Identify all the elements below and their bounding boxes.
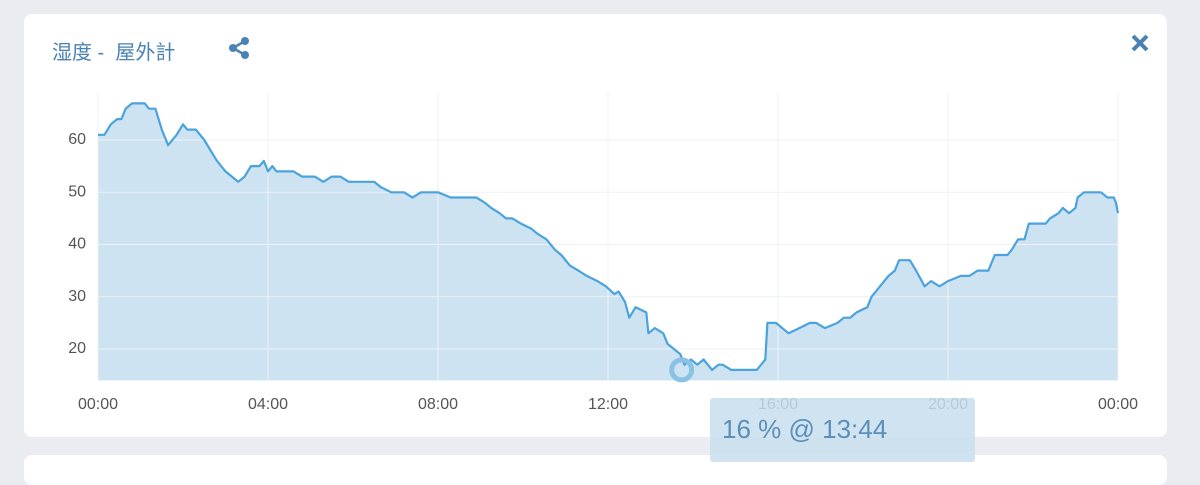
card-title: 湿度 - 屋外計 [52, 42, 176, 64]
close-button[interactable] [1130, 33, 1150, 53]
x-tick-label: 08:00 [418, 396, 458, 413]
y-tick-label: 60 [68, 131, 86, 148]
hover-marker [669, 357, 695, 383]
chart: 203040506000:0004:0008:0012:0016:0020:00… [68, 93, 1138, 413]
y-tick-label: 50 [68, 183, 86, 200]
tooltip: 16 % @ 13:44 [710, 398, 975, 462]
x-tick-label: 00:00 [78, 396, 118, 413]
x-tick-label: 12:00 [588, 396, 628, 413]
line [98, 102, 1120, 371]
page: 湿度 - 屋外計 20 30 40 50 60 00:00 04:00 08:00 12:00 1… [24, 14, 1167, 485]
y-tick-label: 20 [68, 340, 86, 357]
x-tick-label: 00:00 [1098, 396, 1138, 413]
area-fill [98, 103, 1118, 381]
y-tick-label: 30 [68, 288, 86, 305]
y-tick-label: 40 [68, 236, 86, 253]
share-icon[interactable] [228, 36, 252, 60]
tooltip-text: 16 % @ 13:44 [722, 414, 888, 444]
x-tick-label: 04:00 [248, 396, 288, 413]
